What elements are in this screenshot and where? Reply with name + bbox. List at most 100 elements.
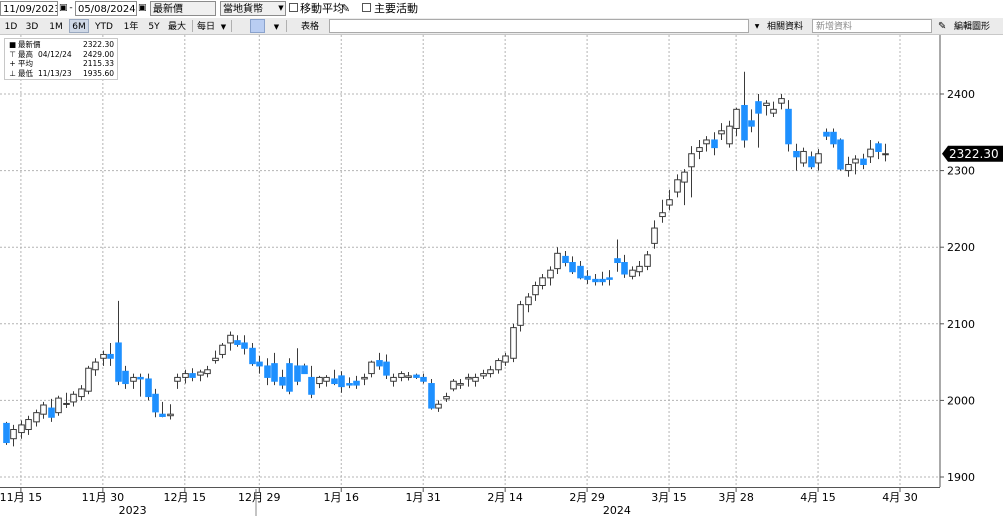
candle bbox=[428, 378, 435, 410]
candle-body-up bbox=[390, 376, 397, 382]
candle-body-up bbox=[510, 327, 517, 359]
candle-body-down bbox=[599, 278, 606, 283]
edit-chart-button[interactable]: 編輯圖形 bbox=[953, 22, 990, 32]
candle bbox=[308, 365, 315, 399]
range-ytd-button[interactable]: YTD bbox=[95, 22, 113, 32]
candle-body-up bbox=[644, 254, 651, 267]
candle bbox=[398, 371, 405, 382]
candle-body-down bbox=[606, 277, 613, 280]
range-3d-button[interactable]: 3D bbox=[25, 22, 39, 32]
candle-body-up bbox=[502, 355, 509, 363]
candle-body-up bbox=[718, 130, 725, 135]
candle-body-up bbox=[10, 429, 17, 440]
candle bbox=[182, 369, 189, 384]
candlestick-chart-icon[interactable] bbox=[250, 19, 265, 33]
moving-average-checkbox[interactable] bbox=[289, 3, 298, 12]
edit-pencil-icon[interactable]: ✎ bbox=[938, 21, 947, 32]
candle bbox=[130, 373, 137, 389]
candle-body-up bbox=[472, 376, 479, 382]
corporate-events-checkbox[interactable] bbox=[362, 3, 371, 12]
candle-body-up bbox=[778, 98, 785, 104]
toolbar-blank-field[interactable] bbox=[329, 19, 749, 33]
start-calendar-icon[interactable]: ▣ bbox=[59, 3, 68, 13]
period-dropdown[interactable]: 每日 bbox=[197, 22, 216, 32]
candle-body-up bbox=[167, 413, 174, 417]
candle-body-up bbox=[85, 367, 92, 392]
candle bbox=[875, 141, 882, 160]
line-chart-icon[interactable] bbox=[236, 19, 248, 33]
candle bbox=[703, 136, 710, 152]
candle bbox=[606, 270, 613, 286]
candle bbox=[525, 293, 532, 313]
moving-average-label: 移動平均 bbox=[300, 2, 344, 15]
currency-dropdown[interactable]: 當地貨幣 bbox=[220, 1, 286, 16]
start-date-field[interactable]: 11/09/2023 bbox=[0, 1, 58, 16]
candle bbox=[688, 146, 695, 198]
candle bbox=[562, 251, 569, 267]
candle bbox=[666, 189, 673, 211]
y-tick-label: 2000 bbox=[947, 394, 975, 407]
period-chevron-icon[interactable]: ▼ bbox=[220, 23, 227, 31]
candle-body-down bbox=[830, 131, 837, 145]
candle bbox=[592, 274, 599, 286]
legend-low-date: 11/13/23 bbox=[38, 68, 72, 78]
candle-body-up bbox=[800, 150, 807, 164]
chevron-down-icon[interactable]: ▼ bbox=[278, 4, 284, 12]
candle bbox=[770, 101, 777, 117]
x-axis: 11月 15 11月 30 12月 15 12月 29 1月 16 1月 31 2月 14 2… bbox=[0, 487, 918, 516]
candle-body-up bbox=[815, 153, 822, 164]
range-6m-button[interactable]: 6M bbox=[69, 19, 89, 33]
candle-body-down bbox=[301, 365, 308, 375]
candle-body-up bbox=[845, 163, 852, 172]
legend-low-label: 最低 bbox=[18, 68, 33, 78]
candle bbox=[294, 348, 301, 386]
range-1y-button[interactable]: 1年 bbox=[123, 22, 139, 32]
y-tick-label: 2100 bbox=[947, 318, 975, 331]
candle bbox=[733, 107, 740, 137]
candle bbox=[376, 352, 383, 370]
table-button[interactable]: 表格 bbox=[300, 22, 319, 32]
date-separator: - bbox=[69, 3, 73, 13]
candle bbox=[480, 369, 487, 379]
end-date-field[interactable]: 05/08/2024 bbox=[75, 1, 137, 16]
range-1d-button[interactable]: 1D bbox=[4, 22, 18, 32]
candle-body-down bbox=[264, 365, 271, 378]
candle-body-up bbox=[882, 153, 889, 156]
chart-type-chevron-icon[interactable]: ▼ bbox=[273, 23, 280, 31]
candle bbox=[33, 409, 40, 427]
pencil-icon[interactable]: ✎ bbox=[341, 2, 351, 15]
low-marker-icon: ⊥ bbox=[9, 68, 16, 78]
candle-body-down bbox=[755, 101, 762, 114]
candle-body-up bbox=[547, 269, 554, 279]
range-1m-button[interactable]: 1M bbox=[49, 22, 63, 32]
new-data-field[interactable]: 新增資料 bbox=[812, 19, 932, 33]
year-label: 2024 bbox=[603, 504, 631, 516]
price-type-dropdown[interactable]: 最新價 bbox=[150, 1, 216, 16]
end-calendar-icon[interactable]: ▣ bbox=[138, 3, 147, 13]
related-data-button[interactable]: 相關資料 bbox=[766, 22, 803, 32]
chart-grid bbox=[0, 35, 941, 488]
candle bbox=[726, 120, 733, 148]
candle-body-down bbox=[875, 143, 882, 152]
candle bbox=[286, 358, 293, 395]
candle-body-up bbox=[182, 373, 189, 378]
candle bbox=[413, 373, 420, 379]
x-tick-label: 2月 29 bbox=[569, 491, 605, 504]
candle bbox=[651, 220, 658, 249]
range-5y-button[interactable]: 5Y bbox=[148, 22, 160, 32]
candle bbox=[867, 139, 874, 163]
candle-body-down bbox=[592, 278, 599, 283]
x-tick-label: 3月 28 bbox=[718, 491, 754, 504]
candle-body-down bbox=[241, 342, 248, 349]
related-chevron-icon[interactable]: ▼ bbox=[754, 23, 760, 30]
candle bbox=[249, 342, 256, 366]
toolbar-divider bbox=[286, 20, 287, 32]
candle-body-up bbox=[674, 179, 681, 193]
candle bbox=[577, 260, 584, 280]
candle bbox=[629, 266, 636, 280]
candle-body-down bbox=[420, 376, 427, 382]
candle bbox=[763, 100, 770, 116]
x-tick-label: 12月 29 bbox=[238, 491, 281, 504]
candle bbox=[48, 398, 55, 422]
range-max-button[interactable]: 最大 bbox=[167, 22, 186, 32]
